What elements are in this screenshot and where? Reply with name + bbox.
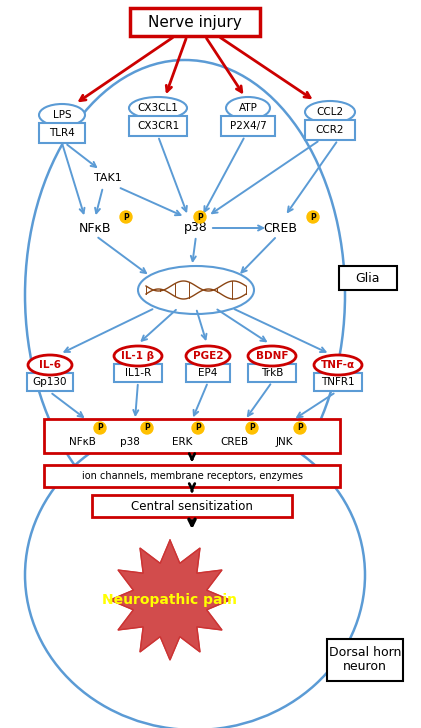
Text: PGE2: PGE2 xyxy=(193,351,223,361)
Text: Central sensitization: Central sensitization xyxy=(131,499,253,513)
Text: Neuropathic pain: Neuropathic pain xyxy=(102,593,237,607)
Text: JNK: JNK xyxy=(275,437,293,447)
Ellipse shape xyxy=(186,346,230,366)
FancyBboxPatch shape xyxy=(339,266,397,290)
Text: CCL2: CCL2 xyxy=(317,107,344,117)
Text: P: P xyxy=(297,424,303,432)
Ellipse shape xyxy=(25,420,365,728)
Ellipse shape xyxy=(114,346,162,366)
Text: EP4: EP4 xyxy=(198,368,218,378)
Text: P: P xyxy=(123,213,129,221)
Text: LPS: LPS xyxy=(53,110,71,120)
Ellipse shape xyxy=(248,346,296,366)
Text: P: P xyxy=(197,213,203,221)
Text: ATP: ATP xyxy=(239,103,257,113)
FancyBboxPatch shape xyxy=(221,116,275,136)
Text: NFκB: NFκB xyxy=(79,221,111,234)
Text: IL-1 β: IL-1 β xyxy=(121,351,155,361)
Text: TrkB: TrkB xyxy=(261,368,283,378)
Text: P: P xyxy=(195,424,201,432)
Circle shape xyxy=(120,211,132,223)
Text: NFκB: NFκB xyxy=(69,437,96,447)
Text: CREB: CREB xyxy=(263,221,297,234)
Text: CCR2: CCR2 xyxy=(316,125,344,135)
FancyBboxPatch shape xyxy=(305,120,355,140)
Circle shape xyxy=(141,422,153,434)
Text: TLR4: TLR4 xyxy=(49,128,75,138)
FancyBboxPatch shape xyxy=(27,373,73,391)
Text: P2X4/7: P2X4/7 xyxy=(229,121,266,131)
FancyBboxPatch shape xyxy=(39,123,85,143)
Text: Gp130: Gp130 xyxy=(33,377,67,387)
Text: CREB: CREB xyxy=(220,437,248,447)
FancyBboxPatch shape xyxy=(92,495,292,517)
Ellipse shape xyxy=(39,104,85,126)
Text: ion channels, membrane receptors, enzymes: ion channels, membrane receptors, enzyme… xyxy=(82,471,303,481)
Text: P: P xyxy=(310,213,316,221)
FancyBboxPatch shape xyxy=(129,116,187,136)
Text: ERK: ERK xyxy=(172,437,192,447)
Circle shape xyxy=(294,422,306,434)
Text: Nerve injury: Nerve injury xyxy=(148,15,242,30)
Text: p38: p38 xyxy=(120,437,140,447)
Text: BDNF: BDNF xyxy=(256,351,288,361)
Ellipse shape xyxy=(305,101,355,123)
Polygon shape xyxy=(110,540,230,660)
Text: TNFR1: TNFR1 xyxy=(321,377,355,387)
Ellipse shape xyxy=(129,97,187,119)
Ellipse shape xyxy=(226,97,270,119)
Ellipse shape xyxy=(138,266,254,314)
Text: TAK1: TAK1 xyxy=(94,173,122,183)
Circle shape xyxy=(192,422,204,434)
FancyBboxPatch shape xyxy=(130,8,260,36)
Circle shape xyxy=(94,422,106,434)
FancyBboxPatch shape xyxy=(44,465,340,487)
FancyBboxPatch shape xyxy=(314,373,362,391)
Ellipse shape xyxy=(25,60,345,530)
Text: IL1-R: IL1-R xyxy=(125,368,151,378)
FancyBboxPatch shape xyxy=(327,639,403,681)
Text: Dorsal horn: Dorsal horn xyxy=(329,646,401,660)
Text: neuron: neuron xyxy=(343,660,387,673)
Text: TNF-α: TNF-α xyxy=(321,360,355,370)
Text: IL-6: IL-6 xyxy=(39,360,61,370)
Ellipse shape xyxy=(314,355,362,375)
Text: CX3CR1: CX3CR1 xyxy=(137,121,179,131)
Ellipse shape xyxy=(28,355,72,375)
FancyBboxPatch shape xyxy=(186,364,230,382)
Text: p38: p38 xyxy=(184,221,208,234)
Text: P: P xyxy=(144,424,150,432)
Circle shape xyxy=(246,422,258,434)
Circle shape xyxy=(194,211,206,223)
Text: P: P xyxy=(97,424,103,432)
Text: CX3CL1: CX3CL1 xyxy=(138,103,179,113)
FancyBboxPatch shape xyxy=(248,364,296,382)
FancyBboxPatch shape xyxy=(114,364,162,382)
Text: Glia: Glia xyxy=(356,272,380,285)
Text: P: P xyxy=(249,424,255,432)
FancyBboxPatch shape xyxy=(44,419,340,453)
Circle shape xyxy=(307,211,319,223)
